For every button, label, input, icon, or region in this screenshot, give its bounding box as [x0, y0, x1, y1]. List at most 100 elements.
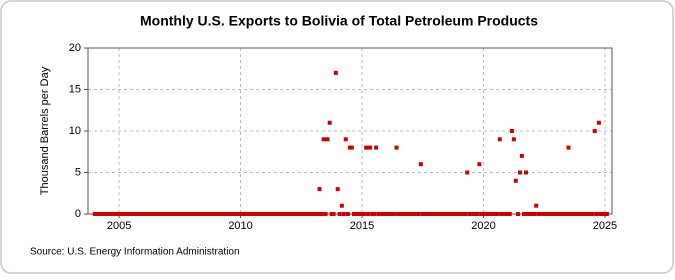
point [106, 212, 111, 216]
point [564, 212, 569, 216]
point [525, 212, 530, 216]
point [240, 212, 245, 216]
point [179, 212, 184, 216]
point [341, 212, 346, 216]
point [343, 137, 348, 142]
source-note: Source: U.S. Energy Information Administ… [30, 247, 240, 258]
point [191, 212, 196, 216]
point [410, 212, 415, 216]
point [100, 212, 105, 216]
point [507, 212, 512, 216]
point [428, 212, 433, 216]
point [374, 145, 379, 150]
point [471, 212, 476, 216]
point [497, 137, 502, 142]
point [112, 212, 117, 216]
point [532, 212, 537, 216]
y-tick-label: 10 [69, 125, 81, 137]
point [594, 212, 599, 216]
y-tick-label: 0 [75, 208, 81, 220]
point [333, 70, 338, 75]
point [143, 212, 148, 216]
point [477, 162, 482, 167]
y-tick-label: 20 [69, 42, 81, 54]
point [446, 212, 451, 216]
point [366, 212, 371, 216]
point [258, 212, 263, 216]
point [301, 212, 306, 216]
point [586, 212, 591, 216]
point [538, 212, 543, 216]
point [380, 212, 385, 216]
point [125, 212, 130, 216]
point [568, 212, 573, 216]
point [372, 212, 377, 216]
point [228, 212, 233, 216]
point [368, 145, 373, 150]
point [550, 212, 555, 216]
point [418, 162, 423, 167]
point [566, 145, 571, 150]
point [562, 212, 567, 216]
y-tick-label: 5 [75, 166, 81, 178]
point [386, 212, 391, 216]
point [210, 212, 215, 216]
x-tick-label: 2015 [350, 220, 374, 232]
frame [0, 0, 674, 274]
point [440, 212, 445, 216]
point [222, 212, 227, 216]
point [465, 170, 470, 175]
point [323, 212, 328, 216]
point [307, 212, 312, 216]
point [522, 212, 527, 216]
point [185, 212, 190, 216]
point [276, 212, 281, 216]
point [517, 170, 522, 175]
point [270, 212, 275, 216]
point [580, 212, 585, 216]
point [534, 203, 539, 208]
point [349, 145, 354, 150]
point [155, 212, 160, 216]
point [598, 212, 603, 216]
point [511, 137, 516, 142]
point [131, 212, 136, 216]
point [355, 212, 360, 216]
point [453, 212, 458, 216]
point [489, 212, 494, 216]
point [252, 212, 257, 216]
point [475, 212, 480, 216]
point [422, 212, 427, 216]
point [483, 212, 488, 216]
point [392, 212, 397, 216]
point [337, 212, 342, 216]
point [319, 212, 324, 216]
point [556, 212, 561, 216]
x-tick-label: 2005 [107, 220, 131, 232]
point [264, 212, 269, 216]
x-tick-label: 2020 [471, 220, 495, 232]
point [364, 145, 369, 150]
point [325, 137, 330, 142]
point [167, 212, 172, 216]
point [596, 120, 601, 125]
point [295, 212, 300, 216]
point [317, 187, 322, 192]
point [459, 212, 464, 216]
point [313, 212, 318, 216]
point [590, 212, 595, 216]
point [501, 212, 506, 216]
point [345, 212, 350, 216]
point [197, 212, 202, 216]
point [592, 129, 597, 133]
point [519, 153, 524, 158]
point [604, 212, 609, 216]
point [509, 129, 514, 133]
x-tick-label: 2010 [228, 220, 252, 232]
point [574, 212, 579, 216]
point [463, 212, 468, 216]
point [315, 212, 320, 216]
x-tick-label: 2025 [593, 220, 617, 232]
point [404, 212, 409, 216]
